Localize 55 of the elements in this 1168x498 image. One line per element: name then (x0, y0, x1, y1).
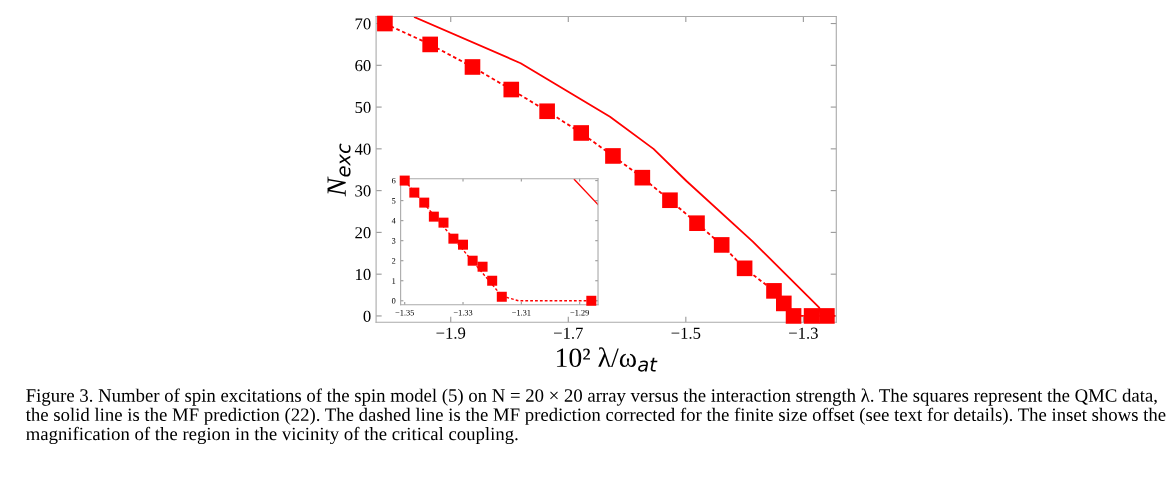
x-tick-label: −1.9 (436, 327, 466, 339)
x-tick-label: −1.3 (789, 327, 818, 339)
y-tick-label: 2 (391, 258, 396, 264)
point (634, 169, 651, 186)
y-tick-label: 40 (354, 143, 371, 155)
point (586, 295, 597, 306)
y-tick-label: 0 (363, 310, 371, 322)
point (775, 295, 792, 312)
y-tick-label: 50 (355, 101, 371, 114)
y-axis-title: N$_{exc}$ (327, 143, 351, 197)
point (736, 260, 753, 277)
x-tick-label: −1.7 (554, 327, 583, 339)
y-tick-label: 70 (355, 18, 371, 30)
point (409, 187, 420, 198)
y-tick-label: 20 (355, 227, 371, 239)
point (448, 233, 459, 244)
point (428, 211, 439, 222)
x-tick-label: −1.35 (395, 309, 415, 316)
y-tick-label: 10 (356, 268, 371, 281)
point (713, 237, 730, 253)
point (467, 255, 478, 266)
point (803, 308, 820, 324)
y-tick-label: 60 (355, 60, 371, 72)
point (539, 103, 555, 120)
x-tick-label: −1.29 (570, 309, 589, 316)
point (377, 15, 393, 32)
point (438, 217, 449, 228)
point (662, 192, 678, 209)
point (422, 36, 438, 53)
y-tick-label: 30 (355, 185, 371, 197)
point (496, 291, 507, 302)
caption: Figure 3. Number of spin excitations of the spin model (5) on N = 20 × 20 array versus the interaction strength λ. The squares represent the QMC data, the solid line is the MF prediction (22). The dashed line is the MF prediction corrected for the finite size offset (see text for details). The inset shows the magnification of the region in the vicinity of the critical coupling. (25, 388, 1166, 445)
y-tick-label: 0 (391, 298, 396, 304)
y-tick-label: 1 (392, 278, 396, 284)
x-tick-label: −1.31 (512, 309, 531, 316)
y-tick-label: 4 (391, 218, 396, 224)
y-tick-label: 6 (391, 177, 396, 184)
point (605, 148, 621, 164)
x-tick-label: −1.33 (453, 309, 473, 316)
y-tick-label: 3 (391, 238, 396, 244)
point (399, 175, 410, 186)
point (487, 275, 498, 286)
point (419, 197, 430, 208)
point (689, 215, 705, 232)
x-axis-title: 10² λ/ω$_{at}$ (556, 347, 658, 372)
point (785, 308, 802, 324)
y-tick-label: 5 (392, 198, 396, 204)
point (464, 59, 481, 75)
x-tick-label: −1.5 (671, 327, 701, 339)
point (458, 239, 469, 250)
point (573, 125, 590, 141)
point (766, 283, 782, 299)
point (477, 261, 488, 272)
point (503, 81, 520, 98)
point (819, 308, 835, 324)
